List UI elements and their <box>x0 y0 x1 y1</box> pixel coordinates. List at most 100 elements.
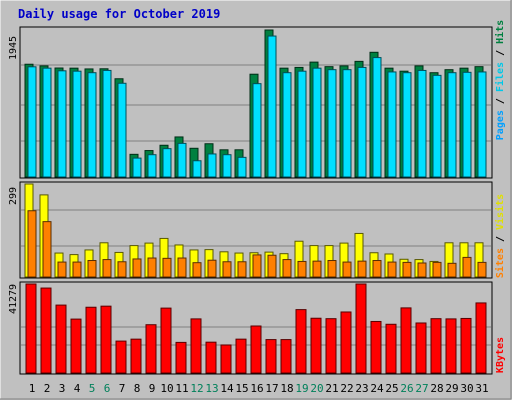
kbytes-bar <box>265 339 277 374</box>
sites-bar <box>117 261 127 278</box>
x-tick-label: 19 <box>295 382 308 395</box>
x-tick-label: 17 <box>265 382 278 395</box>
sites-bar <box>417 262 427 278</box>
kbytes-bar <box>280 339 292 374</box>
files-bar <box>102 69 112 178</box>
sites-bar <box>192 262 202 278</box>
sites-bar <box>207 259 217 278</box>
panel-hits-files-max-label: 1945 <box>8 36 19 60</box>
x-tick-label: 2 <box>44 382 51 395</box>
kbytes-bar <box>445 318 457 374</box>
x-tick-label: 24 <box>370 382 384 395</box>
bar-marks <box>24 29 487 374</box>
sites-bar <box>402 261 412 278</box>
kbytes-bar <box>400 307 412 374</box>
kbytes-bar <box>325 318 337 374</box>
files-bar <box>87 72 97 178</box>
x-tick-label: 7 <box>119 382 126 395</box>
x-axis-day-labels: 1 2 3 4 5 6 7 8 9 10 11 12 13 14 15 16 17 18 19 20 21 22 23 24 2… <box>29 382 489 395</box>
files-bar <box>132 157 142 178</box>
files-bar <box>207 153 217 178</box>
files-bar <box>417 69 427 178</box>
legends: Pages / Files / Hits Sites / Visits KBytes <box>494 20 506 373</box>
kbytes-bar <box>145 324 157 374</box>
sites-bar <box>387 261 397 278</box>
legend-entry: Hits <box>494 20 506 44</box>
sites-bar <box>237 261 247 278</box>
files-bar <box>237 156 247 178</box>
kbytes-bar <box>370 320 382 374</box>
x-tick-label: 27 <box>415 382 428 395</box>
panel-kbytes-legend: KBytes <box>495 337 506 373</box>
legend-separator: / <box>495 92 506 110</box>
files-bar <box>57 70 67 178</box>
sites-bar <box>72 261 82 278</box>
sites-bar <box>162 257 172 278</box>
kbytes-bar <box>415 322 427 374</box>
files-bar <box>432 74 442 178</box>
kbytes-bar <box>340 311 352 374</box>
x-tick-label: 30 <box>460 382 473 395</box>
files-bar <box>27 66 37 178</box>
files-bar <box>342 69 352 178</box>
x-tick-label: 4 <box>74 382 81 395</box>
sites-bar <box>132 258 142 278</box>
x-tick-label: 5 <box>89 382 96 395</box>
x-tick-label: 15 <box>235 382 248 395</box>
x-tick-label: 25 <box>385 382 398 395</box>
x-tick-label: 3 <box>59 382 66 395</box>
files-bar <box>462 71 472 178</box>
sites-bar <box>27 210 37 278</box>
kbytes-bar <box>40 287 52 374</box>
kbytes-bar <box>460 317 472 374</box>
x-tick-label: 26 <box>400 382 413 395</box>
chart-title: Daily usage for October 2019 <box>18 7 220 21</box>
files-bar <box>357 66 367 178</box>
kbytes-bar <box>295 309 307 374</box>
sites-bar <box>432 261 442 278</box>
files-bar <box>192 160 202 178</box>
kbytes-bar <box>130 338 142 374</box>
sites-bar <box>342 261 352 278</box>
files-bar <box>222 154 232 178</box>
x-tick-label: 16 <box>250 382 263 395</box>
kbytes-bar <box>115 340 127 374</box>
sites-bar <box>87 260 97 278</box>
sites-bar <box>267 254 277 278</box>
x-tick-label: 9 <box>149 382 156 395</box>
panel-hits-files-legend: Pages / Files / Hits <box>494 20 506 140</box>
x-tick-label: 8 <box>134 382 141 395</box>
files-bar <box>252 83 262 178</box>
x-tick-label: 1 <box>29 382 36 395</box>
kbytes-bar <box>355 283 367 374</box>
x-tick-label: 14 <box>220 382 234 395</box>
kbytes-bar <box>70 318 82 374</box>
sites-bar <box>297 260 307 278</box>
files-bar <box>282 72 292 178</box>
sites-bar <box>147 257 157 278</box>
kbytes-bar <box>430 318 442 374</box>
kbytes-bar <box>85 306 97 374</box>
sites-bar <box>312 260 322 278</box>
legend-entry: Visits <box>494 194 506 230</box>
panel-visits-sites-max-label: 299 <box>8 187 19 205</box>
files-bar <box>177 142 187 178</box>
x-tick-label: 28 <box>430 382 443 395</box>
sites-bar <box>282 259 292 278</box>
files-bar <box>387 71 397 178</box>
legend-separator: / <box>495 44 506 62</box>
x-tick-label: 10 <box>160 382 173 395</box>
kbytes-bar <box>55 304 67 374</box>
files-bar <box>327 69 337 178</box>
legend-entry: Files <box>494 62 506 92</box>
x-tick-label: 23 <box>355 382 368 395</box>
sites-bar <box>372 260 382 278</box>
sites-bar <box>102 259 112 278</box>
kbytes-bar <box>310 317 322 374</box>
x-tick-label: 21 <box>325 382 338 395</box>
kbytes-bar <box>160 307 172 374</box>
sites-bar <box>57 261 67 278</box>
kbytes-bar <box>235 338 247 374</box>
kbytes-bar <box>100 305 112 374</box>
